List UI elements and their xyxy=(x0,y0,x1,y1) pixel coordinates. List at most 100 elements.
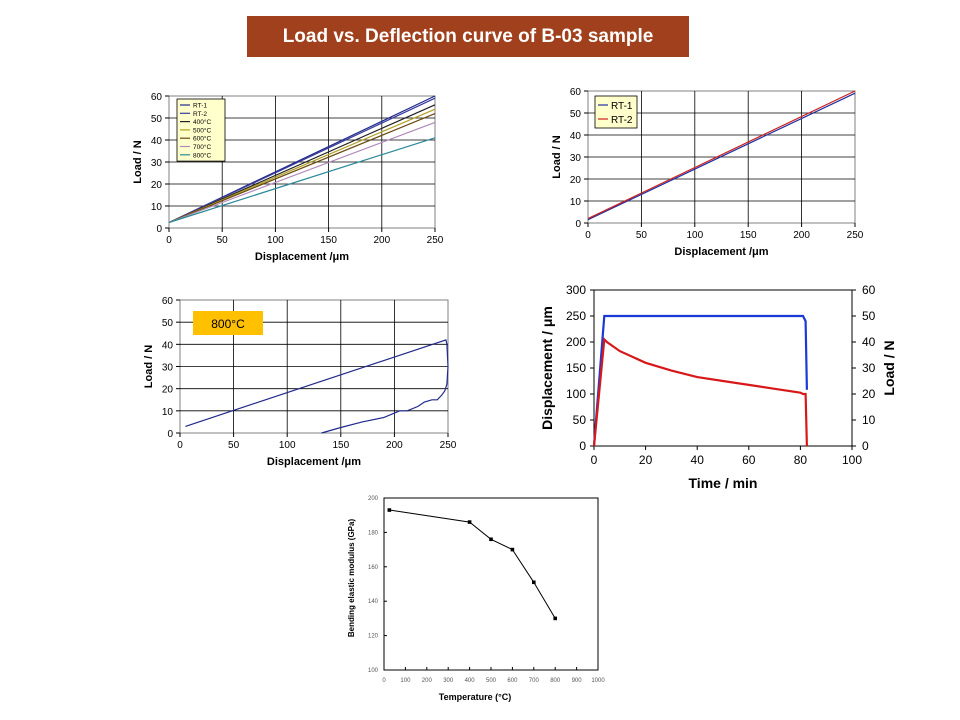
data-point xyxy=(467,520,472,524)
y-tick-label-right: 20 xyxy=(862,387,876,401)
y-tick-label: 50 xyxy=(151,114,163,125)
legend-label: 600°C xyxy=(193,135,211,143)
y-tick-label: 0 xyxy=(156,224,162,235)
series-line-2 xyxy=(168,104,436,224)
x-tick-label: 50 xyxy=(217,235,229,246)
y-tick-label: 40 xyxy=(162,340,174,351)
y-tick-label: 50 xyxy=(570,109,582,120)
series-line-5 xyxy=(168,121,436,224)
y-tick-label: 160 xyxy=(368,565,379,571)
annotation-label: 800°C xyxy=(211,317,245,331)
y-tick-label-left: 150 xyxy=(566,361,586,375)
chart-load-vs-displacement-rt: 0 50 100 150 200 250 0 10 20 30 40 50 60 Displacement… xyxy=(551,87,864,258)
y-tick-label-left: 50 xyxy=(573,413,587,427)
plot-area xyxy=(593,289,853,447)
y-tick-label-left: 0 xyxy=(579,439,586,453)
x-axis-label: Displacement /μm xyxy=(674,246,768,258)
x-tick-label: 60 xyxy=(742,453,756,467)
y-tick-label: 0 xyxy=(575,219,581,230)
y-tick-label: 140 xyxy=(368,599,379,605)
x-tick-label: 0 xyxy=(166,235,172,246)
y-axis-label: Bending elastic modulus (GPa) xyxy=(347,519,356,638)
y-axis-label: Load / N xyxy=(143,345,155,388)
x-tick-label: 50 xyxy=(636,230,648,241)
y-tick-label: 20 xyxy=(151,180,163,191)
y-tick-label: 30 xyxy=(151,158,163,169)
series-line-4 xyxy=(168,113,436,224)
x-tick-label: 250 xyxy=(847,230,864,241)
y-tick-label: 20 xyxy=(570,175,582,186)
y-tick-label: 30 xyxy=(162,363,174,374)
x-tick-label: 50 xyxy=(228,440,240,451)
series-line-1 xyxy=(168,97,436,224)
chart-load-vs-displacement-all-temps: 0 50 100 150 200 250 0 10 20 30 40 50 60 Displacement… xyxy=(132,92,444,263)
legend-label: RT-2 xyxy=(611,115,633,126)
y-tick-label: 120 xyxy=(368,634,379,640)
y-axis-label: Load / N xyxy=(132,140,144,183)
series-line-0 xyxy=(592,314,808,447)
x-tick-label: 250 xyxy=(427,235,444,246)
x-tick-label: 300 xyxy=(443,678,454,684)
x-tick-label: 150 xyxy=(740,230,757,241)
y-tick-label: 0 xyxy=(167,429,173,440)
y-tick-label: 50 xyxy=(162,318,174,329)
page-title: Load vs. Deflection curve of B-03 sample xyxy=(247,16,689,57)
y-axis-label: Load / N xyxy=(551,135,563,178)
y-axis-label-left: Displacement / μm xyxy=(539,306,555,430)
y-tick-label: 10 xyxy=(162,407,174,418)
x-tick-label: 100 xyxy=(686,230,703,241)
x-tick-label: 600 xyxy=(507,678,518,684)
y-tick-label: 60 xyxy=(151,92,163,103)
x-tick-label: 200 xyxy=(422,678,433,684)
data-point xyxy=(489,537,493,542)
y-tick-label-left: 300 xyxy=(566,283,586,297)
x-tick-label: 150 xyxy=(320,235,337,246)
y-tick-label-right: 60 xyxy=(862,283,876,297)
series-line-1 xyxy=(587,90,856,220)
y-tick-label: 100 xyxy=(368,668,379,674)
chart-displacement-load-vs-time: 0 20 40 60 80 1000501001502002503000102030405… xyxy=(539,283,897,491)
x-tick-label: 80 xyxy=(794,453,808,467)
data-point xyxy=(510,547,515,552)
chart-modulus-vs-temperature: 0 100 200 300 400 500 600 700 800 900 100010012014… xyxy=(347,496,605,702)
y-tick-label-left: 200 xyxy=(566,335,586,349)
x-tick-label: 100 xyxy=(400,678,411,684)
y-tick-label: 10 xyxy=(570,197,582,208)
x-tick-label: 250 xyxy=(440,440,457,451)
series-line-0 xyxy=(587,92,856,221)
y-tick-label: 60 xyxy=(162,296,174,307)
y-tick-label-right: 0 xyxy=(862,439,869,453)
legend-label: RT-1 xyxy=(611,101,633,112)
chart-load-vs-displacement-800c: 0 50 100 150 200 250 0 10 20 30 40 50 60 Displacement… xyxy=(143,296,457,468)
x-tick-label: 40 xyxy=(691,453,705,467)
legend-label: 700°C xyxy=(193,143,211,151)
y-tick-label: 20 xyxy=(162,385,174,396)
x-tick-label: 100 xyxy=(842,453,862,467)
y-tick-label-right: 10 xyxy=(862,413,876,427)
x-axis-label: Temperature (°C) xyxy=(439,692,511,702)
legend-label: 500°C xyxy=(193,126,211,134)
annotation-box xyxy=(193,311,263,335)
x-tick-label: 20 xyxy=(639,453,653,467)
legend-label: RT-2 xyxy=(193,111,207,118)
y-tick-label-right: 40 xyxy=(862,335,876,349)
legend-label: 800°C xyxy=(193,151,211,159)
x-tick-label: 0 xyxy=(591,453,598,467)
series-line-6 xyxy=(168,137,436,224)
legend-box xyxy=(594,95,638,129)
data-point xyxy=(387,508,392,512)
legend-label: RT-1 xyxy=(193,103,207,110)
x-tick-label: 200 xyxy=(373,235,390,246)
data-point xyxy=(532,580,536,585)
x-tick-label: 150 xyxy=(332,440,349,451)
x-tick-label: 700 xyxy=(529,678,540,684)
series-line-0 xyxy=(185,339,449,434)
x-tick-label: 200 xyxy=(793,230,810,241)
x-tick-label: 0 xyxy=(585,230,591,241)
legend-label: 400°C xyxy=(193,118,211,126)
series-line-1 xyxy=(592,336,808,447)
y-tick-label: 200 xyxy=(368,496,379,502)
x-tick-label: 900 xyxy=(572,678,583,684)
y-tick-label: 180 xyxy=(368,530,379,536)
